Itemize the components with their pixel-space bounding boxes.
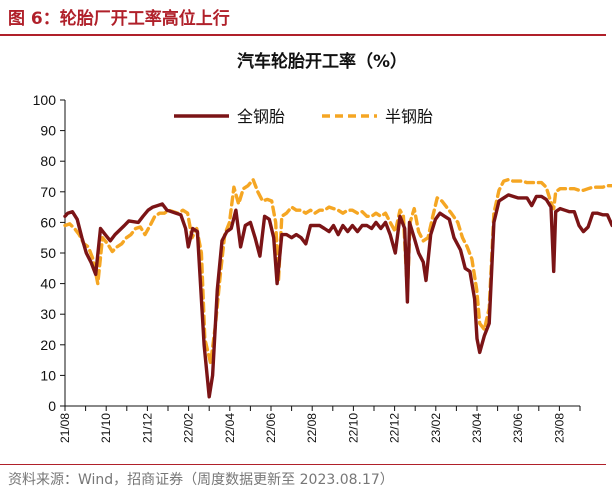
y-tick-label: 50 (40, 245, 56, 261)
y-tick-label: 70 (40, 184, 56, 200)
chart-title: 汽车轮胎开工率（%） (237, 51, 407, 72)
x-tick-label: 22/10 (346, 413, 360, 443)
x-tick-label: 21/10 (99, 413, 113, 443)
line-chart: 汽车轮胎开工率（%） 全钢胎 半钢胎 0 10 20 30 40 50 60 70 80 90 100… (33, 51, 612, 443)
y-tick-label: 60 (40, 214, 56, 230)
source-note: 资料来源：Wind，招商证券（周度数据更新至 2023.08.17） (8, 472, 394, 488)
series-layer (63, 177, 612, 399)
x-tick-label: 23/02 (429, 413, 443, 443)
y-tick-label: 40 (40, 276, 56, 292)
figure-title: 图 6：轮胎厂开工率高位上行 (8, 9, 230, 29)
y-tick-label: 100 (33, 92, 57, 108)
y-tick-label: 80 (40, 153, 56, 169)
y-tick-label: 20 (40, 337, 56, 353)
source-divider (0, 464, 606, 465)
x-tick-label: 22/12 (388, 413, 402, 443)
series-line-full-steel (63, 193, 612, 399)
y-tick-label: 10 (40, 367, 56, 383)
x-tick-label: 21/08 (58, 413, 72, 443)
legend-label: 全钢胎 (237, 107, 285, 126)
series-line-semi-steel (63, 177, 612, 365)
axes: 0 10 20 30 40 50 60 70 80 90 100 21/08 21/10 21/12 22/… (33, 92, 581, 443)
title-divider (0, 34, 606, 36)
x-tick-label: 22/04 (223, 413, 237, 443)
x-tick-label: 22/08 (305, 413, 319, 443)
x-tick-label: 23/08 (552, 413, 566, 443)
legend-label: 半钢胎 (385, 107, 433, 126)
legend: 全钢胎 半钢胎 (174, 107, 433, 126)
y-tick-label: 0 (48, 398, 56, 414)
x-tick-label: 23/06 (511, 413, 525, 443)
x-tick-label: 23/04 (470, 413, 484, 443)
y-tick-label: 90 (40, 123, 56, 139)
x-tick-label: 22/06 (264, 413, 278, 443)
x-tick-label: 22/02 (182, 413, 196, 443)
y-tick-label: 30 (40, 306, 56, 322)
x-tick-label: 21/12 (140, 413, 154, 443)
